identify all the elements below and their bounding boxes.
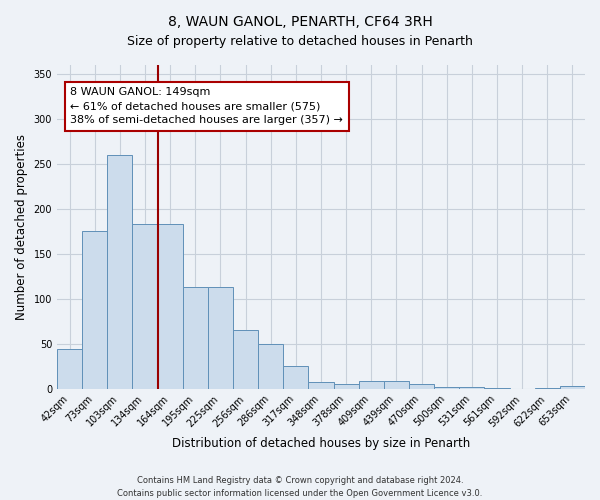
- Bar: [233, 330, 258, 389]
- Bar: [459, 387, 484, 389]
- Bar: [359, 380, 384, 389]
- Bar: [283, 366, 308, 389]
- Text: 8 WAUN GANOL: 149sqm
← 61% of detached houses are smaller (575)
38% of semi-deta: 8 WAUN GANOL: 149sqm ← 61% of detached h…: [70, 88, 343, 126]
- Bar: [158, 224, 183, 389]
- Bar: [484, 388, 509, 389]
- Bar: [535, 388, 560, 389]
- Bar: [334, 384, 359, 389]
- Bar: [82, 232, 107, 389]
- Bar: [560, 386, 585, 389]
- Bar: [133, 224, 158, 389]
- Bar: [57, 349, 82, 389]
- Bar: [384, 380, 409, 389]
- Y-axis label: Number of detached properties: Number of detached properties: [15, 134, 28, 320]
- Bar: [183, 287, 208, 389]
- X-axis label: Distribution of detached houses by size in Penarth: Distribution of detached houses by size …: [172, 437, 470, 450]
- Bar: [107, 155, 133, 389]
- Text: Contains HM Land Registry data © Crown copyright and database right 2024.
Contai: Contains HM Land Registry data © Crown c…: [118, 476, 482, 498]
- Bar: [434, 387, 459, 389]
- Bar: [409, 384, 434, 389]
- Bar: [308, 382, 334, 389]
- Text: 8, WAUN GANOL, PENARTH, CF64 3RH: 8, WAUN GANOL, PENARTH, CF64 3RH: [167, 15, 433, 29]
- Text: Size of property relative to detached houses in Penarth: Size of property relative to detached ho…: [127, 35, 473, 48]
- Bar: [208, 287, 233, 389]
- Bar: [258, 344, 283, 389]
